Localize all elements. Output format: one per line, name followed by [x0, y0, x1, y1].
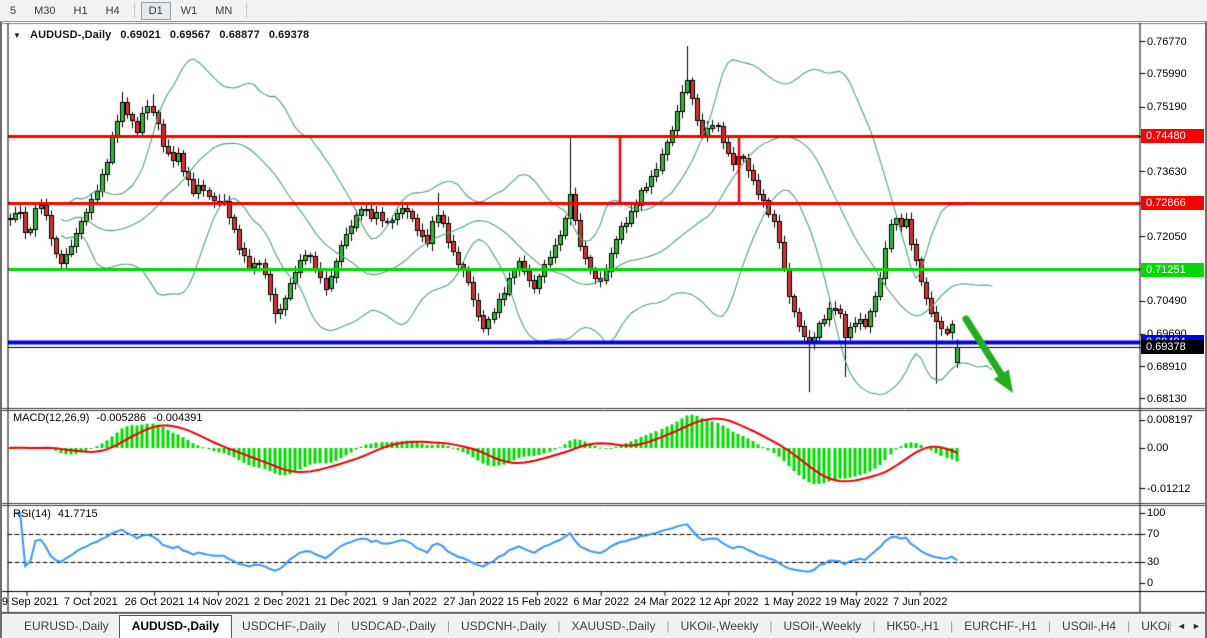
tab-usoil-h4[interactable]: USOil-,H4 [1062, 618, 1117, 633]
macd-axis-tick: -0.01212 [1147, 482, 1191, 495]
date-axis-label: 7 Jun 2022 [892, 596, 948, 608]
rsi-axis-tick: 0 [1147, 577, 1154, 589]
date-axis-label: 21 Dec 2021 [314, 596, 378, 608]
date-axis-label: 27 Jan 2022 [443, 596, 504, 608]
rsi-axis-tick: 70 [1147, 528, 1160, 540]
date-axis-label: 15 Feb 2022 [506, 596, 569, 608]
chart-title: ▼ AUDUSD-,Daily 0.69021 0.69567 0.68877 … [13, 29, 309, 42]
price-chart-canvas[interactable] [0, 22, 1207, 613]
rsi-axis-tick: 100 [1147, 507, 1166, 519]
rsi-axis-tick: 30 [1147, 556, 1160, 568]
tab-divider: | [557, 618, 561, 633]
timeframe-toolbar: 5 M30 H1 H4 D1 W1 MN [0, 0, 1207, 22]
price-axis-tick: 0.73630 [1147, 165, 1187, 178]
macd-value-signal: -0.004391 [152, 412, 203, 424]
date-axis-label: 6 Mar 2022 [573, 596, 630, 608]
date-axis-label: 24 Mar 2022 [634, 596, 696, 608]
tab-audusd-daily[interactable]: AUDUSD-,Daily [118, 614, 233, 638]
date-axis-label: 1 May 2022 [763, 596, 822, 608]
tab-divider: | [666, 618, 670, 633]
price-level-badge: 0.74480 [1141, 129, 1204, 144]
tab-divider: | [950, 618, 954, 633]
tab-divider: | [872, 618, 876, 633]
price-close: 0.69378 [268, 29, 310, 41]
tab-usdcad-daily[interactable]: USDCAD-,Daily [351, 618, 436, 633]
tab-divider: | [769, 618, 773, 633]
date-axis-label: 26 Oct 2021 [124, 596, 185, 608]
chart-symbol-label: AUDUSD-,Daily [30, 29, 112, 41]
toolbar-separator [133, 3, 135, 18]
price-axis-tick: 0.75190 [1147, 101, 1187, 114]
tab-ukoil-weekly[interactable]: UKOil-,Weekly [680, 618, 759, 633]
tab-scroll-right-icon[interactable]: ► [1192, 621, 1201, 631]
macd-axis-tick: 0.008197 [1147, 414, 1193, 427]
date-axis-label: 9 Jan 2022 [382, 596, 438, 608]
tab-divider: | [446, 618, 450, 633]
rsi-label: RSI(14) 41.7715 [13, 508, 98, 520]
date-axis-label: 14 Nov 2021 [187, 596, 250, 608]
toolbar-separator [246, 3, 248, 18]
macd-axis-tick: 0.00 [1147, 442, 1169, 454]
macd-name: MACD(12,26,9) [13, 412, 90, 424]
price-open: 0.69021 [120, 29, 161, 41]
date-axis-label: 12 Apr 2022 [699, 596, 759, 608]
tab-eurchf-h1[interactable]: EURCHF-,H1 [964, 618, 1037, 633]
date-axis-label: 7 Oct 2021 [63, 596, 118, 608]
tab-divider: | [337, 618, 341, 633]
timeframe-button-h1[interactable]: H1 [73, 4, 88, 17]
timeframe-button-w1[interactable]: W1 [180, 4, 198, 17]
timeframe-button-m30[interactable]: M30 [34, 4, 56, 17]
macd-value-main: -0.005286 [96, 412, 146, 424]
tab-usdcnh-daily[interactable]: USDCNH-,Daily [460, 618, 547, 633]
price-level-badge: 0.71251 [1141, 262, 1204, 277]
price-axis-tick: 0.76770 [1147, 35, 1187, 48]
timeframe-button-mn[interactable]: MN [215, 4, 233, 17]
price-axis-tick: 0.70490 [1147, 295, 1187, 308]
tab-divider: | [1127, 618, 1131, 633]
price-level-badge: 0.72866 [1141, 196, 1204, 211]
price-axis-tick: 0.72050 [1147, 230, 1187, 243]
symbol-tabbar: EURUSD-,Daily AUDUSD-,Daily USDCHF-,Daily |… [0, 613, 1207, 638]
tab-usoil-weekly[interactable]: USOil-,Weekly [783, 618, 862, 633]
price-axis-tick: 0.75990 [1147, 67, 1187, 80]
tab-scroll-arrows: ◄ ► [1171, 614, 1207, 638]
tab-divider: | [1047, 618, 1052, 633]
rsi-value: 41.7715 [57, 508, 98, 520]
price-axis-tick: 0.68130 [1147, 392, 1187, 405]
timeframe-button-h4[interactable]: H4 [105, 4, 120, 17]
tab-scroll-left-icon[interactable]: ◄ [1177, 621, 1186, 631]
date-axis-label: 2 Dec 2021 [254, 596, 311, 608]
timeframe-button-5[interactable]: 5 [10, 4, 17, 17]
price-level-badge: 0.69378 [1141, 340, 1204, 355]
symbol-dropdown-icon[interactable]: ▼ [13, 31, 22, 40]
date-axis-label: 19 May 2022 [824, 596, 889, 608]
tab-xauusd-daily[interactable]: XAUUSD-,Daily [571, 618, 656, 633]
date-axis-label: 19 Sep 2021 [0, 596, 59, 608]
timeframe-button-d1[interactable]: D1 [140, 1, 171, 20]
price-axis-tick: 0.68910 [1147, 360, 1187, 373]
tab-hk50-h1[interactable]: HK50-,H1 [886, 618, 940, 633]
tab-usdchf-daily[interactable]: USDCHF-,Daily [242, 618, 327, 633]
price-high: 0.69567 [169, 29, 211, 41]
price-low: 0.68877 [219, 29, 260, 41]
macd-label: MACD(12,26,9) -0.005286 -0.004391 [13, 412, 203, 424]
rsi-name: RSI(14) [13, 508, 51, 520]
tab-eurusd-daily[interactable]: EURUSD-,Daily [24, 618, 109, 633]
